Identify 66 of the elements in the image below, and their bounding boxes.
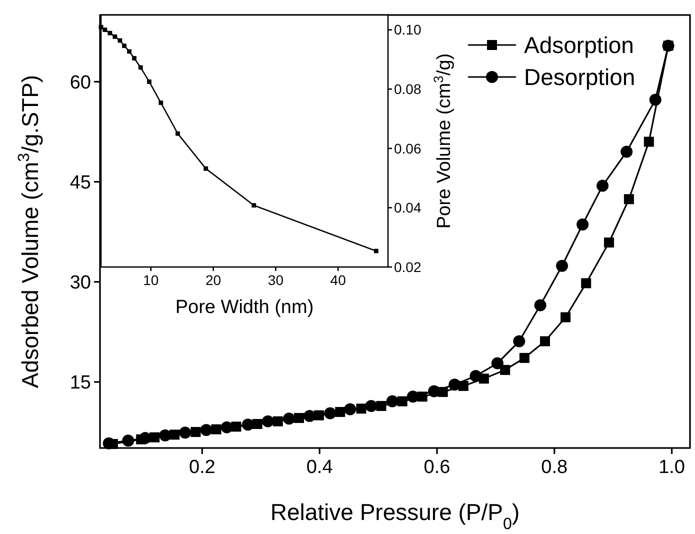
point [406, 390, 419, 403]
point [200, 424, 212, 436]
point [122, 434, 134, 447]
x-axis-title: Relative Pressure (P/P$_{0}$) [270, 499, 520, 533]
point [344, 403, 356, 416]
point [108, 30, 112, 36]
point [147, 80, 152, 84]
x-tick-label: 0.8 [541, 457, 568, 478]
point [534, 299, 546, 312]
y2-tick-label: 0.04 [394, 200, 422, 216]
point [470, 370, 482, 382]
point [560, 312, 571, 322]
point [624, 194, 634, 204]
x-tick-label: 0.6 [424, 457, 450, 478]
x-tick-label: 20 [206, 272, 222, 288]
point [448, 378, 461, 391]
point [179, 426, 192, 439]
point [649, 94, 662, 106]
x-tick-label: 1.0 [658, 457, 686, 478]
point [220, 421, 233, 434]
point [581, 278, 592, 288]
point [596, 180, 609, 192]
x-tick-label: 0.2 [188, 457, 216, 478]
point [158, 100, 164, 105]
point [576, 218, 589, 230]
point [139, 432, 152, 444]
y2-tick-label: 0.06 [394, 140, 422, 156]
point [112, 34, 118, 39]
point [262, 415, 274, 428]
y2-tick-label: 0.10 [394, 22, 422, 38]
point [644, 136, 654, 147]
legend-label: Adsorption [524, 32, 634, 58]
x-tick-label: 30 [268, 272, 284, 288]
point [620, 146, 633, 158]
y2-tick-label: 0.02 [394, 258, 422, 275]
point [500, 364, 510, 375]
legend-label: Desorption [524, 64, 636, 90]
x-tick-label: 0.4 [306, 457, 334, 478]
point [519, 352, 530, 363]
y-tick-label: 45 [70, 172, 91, 194]
point [159, 429, 172, 442]
point [324, 407, 336, 420]
point [176, 131, 180, 136]
point [102, 28, 108, 32]
point [283, 412, 296, 425]
point [540, 336, 550, 346]
point [204, 166, 208, 171]
point [374, 248, 378, 254]
x-tick-label: 40 [330, 272, 346, 288]
point [252, 203, 256, 208]
point [138, 65, 143, 70]
point [491, 357, 504, 370]
y-tick-label: 60 [70, 72, 91, 94]
point [122, 44, 126, 48]
point [132, 56, 136, 60]
point [556, 260, 568, 272]
point [365, 400, 378, 412]
x-axis-title: Pore Width (nm) [175, 297, 314, 318]
point [127, 49, 132, 54]
point [513, 335, 526, 348]
y-tick-label: 15 [70, 372, 91, 394]
point [604, 238, 614, 248]
point [242, 418, 254, 431]
y2-tick-label: 0.08 [394, 81, 422, 98]
point [386, 395, 398, 408]
x-tick-label: 10 [143, 272, 159, 288]
